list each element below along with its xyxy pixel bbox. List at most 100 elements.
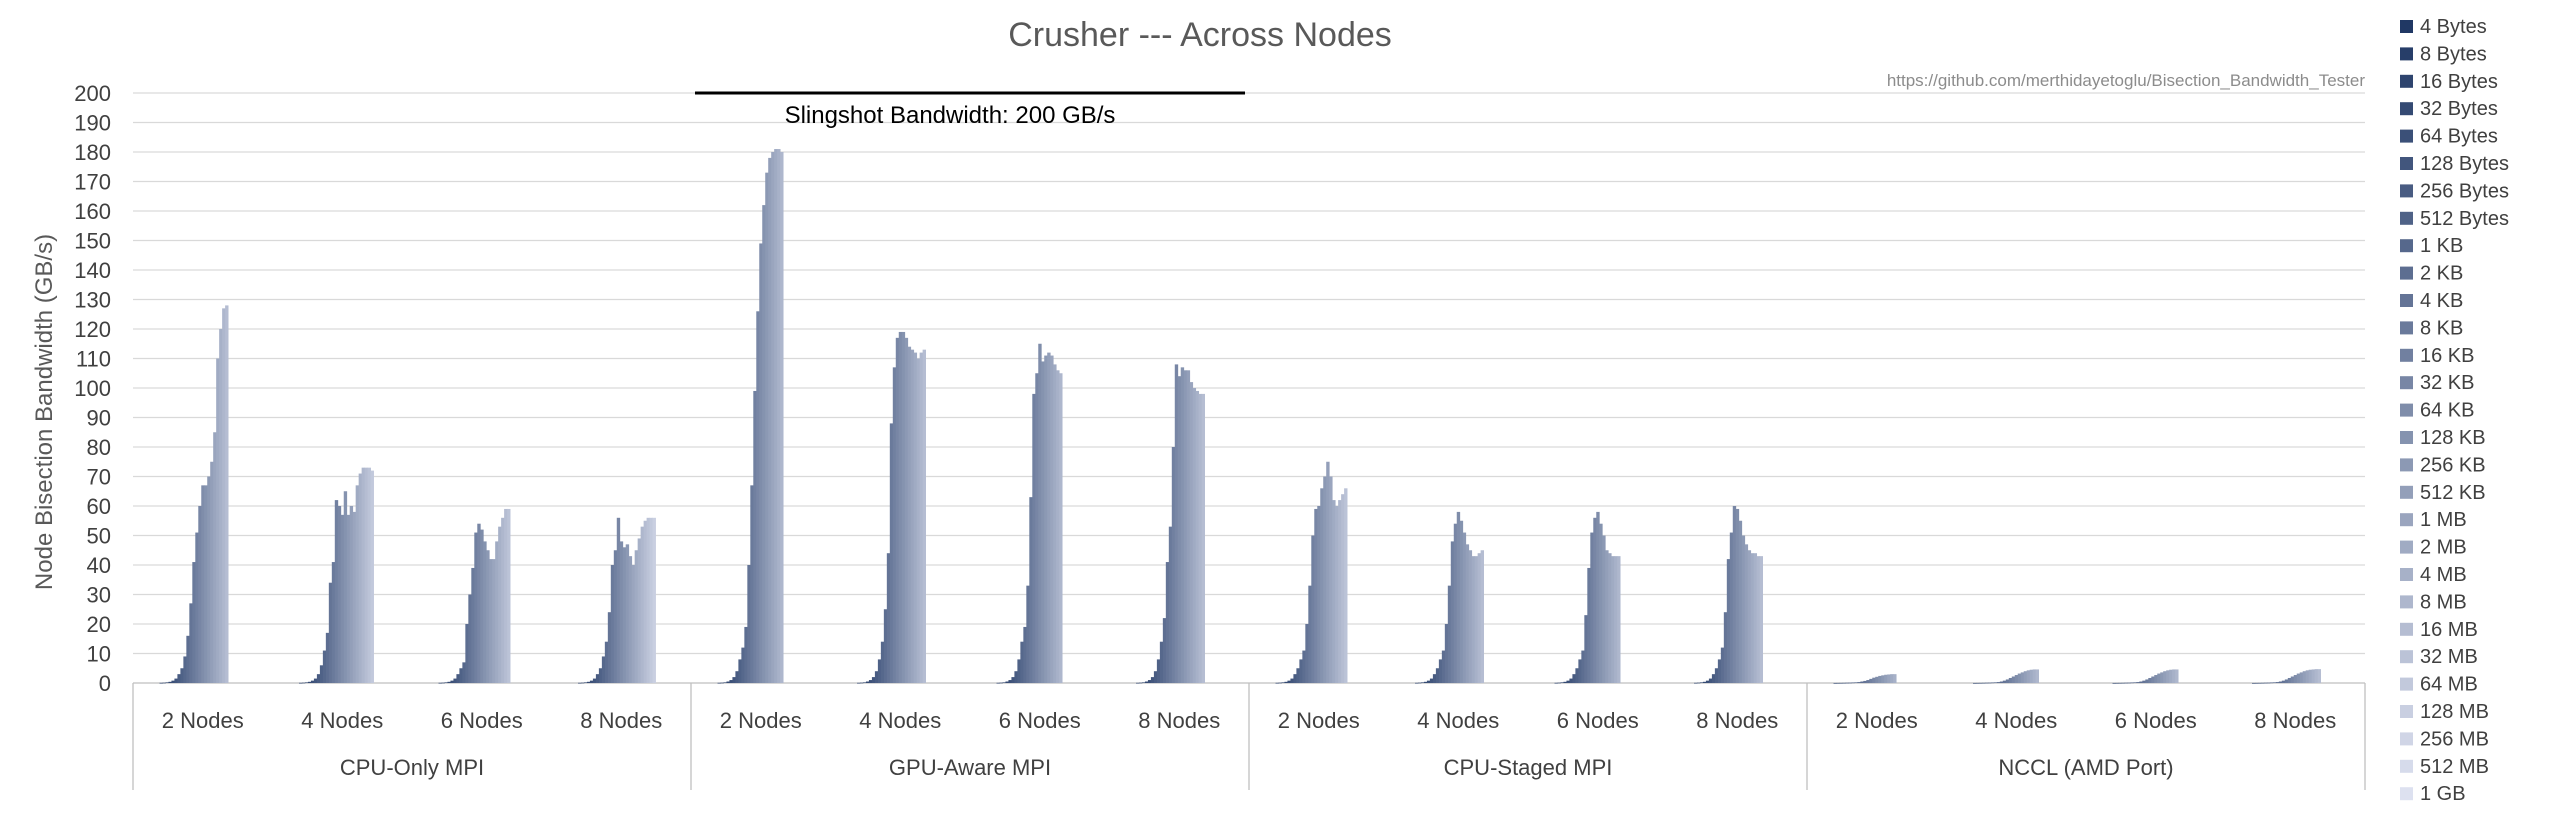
y-tick-label: 130 [74,288,111,313]
bar [2118,682,2122,684]
bar [328,582,333,683]
legend-swatch [2400,513,2413,527]
bar [1554,682,1558,684]
legend-label: 512 KB [2420,482,2486,504]
bar [916,358,921,683]
legend-swatch [2400,458,2413,472]
bar [370,470,374,683]
bar [1471,556,1476,683]
bar [592,678,597,683]
bar [601,656,606,683]
bar [1696,682,1701,684]
bar [219,329,223,683]
bar [1159,641,1164,683]
bar [1323,476,1327,683]
y-tick-label: 40 [87,553,111,578]
bar [1192,388,1197,683]
bar [1990,682,1995,684]
bar [1189,382,1194,683]
bar [1441,650,1446,683]
bar [504,508,508,683]
legend-swatch [2400,157,2413,170]
bar [723,682,727,684]
bar [349,506,354,683]
bar [726,681,730,683]
bar [495,541,499,683]
bar [2281,680,2286,683]
bar [1593,517,1597,683]
bar [1726,559,1731,683]
bar [1171,447,1176,683]
bar [732,677,736,683]
bar [1044,355,1048,683]
bar [2166,670,2170,683]
bar [1699,682,1704,684]
bar [2299,672,2304,683]
bar [310,680,315,683]
bar [1569,678,1573,683]
bar [1978,682,1983,684]
bar [1566,680,1570,683]
x-tick-label: 8 Nodes [1138,708,1220,733]
bar [892,367,897,683]
bar [1560,682,1564,684]
bar [2139,681,2143,683]
bar [465,624,469,683]
bar [777,149,781,684]
legend-label: 4 MB [2420,564,2467,586]
bar [643,520,648,683]
legend-label: 256 Bytes [2420,180,2509,202]
bar [1836,682,1840,684]
source-url: https://github.com/merthidayetoglu/Bisec… [1887,71,2365,90]
y-axis-label: Node Bisection Bandwidth (GB/s) [31,234,58,590]
bar [613,550,618,683]
bar [750,485,754,683]
bar [1284,681,1288,683]
bar [1474,556,1479,683]
bar [331,562,336,683]
bar [1860,681,1864,683]
legend-swatch [2400,294,2413,307]
bar [1723,612,1728,683]
bar [1833,682,1837,684]
bar [780,152,784,683]
bar [2308,669,2313,683]
bar [2287,677,2292,683]
y-tick-label: 70 [87,465,111,490]
bar [2124,682,2128,684]
bar [2278,681,2283,683]
bar [589,680,594,683]
y-tick-label: 200 [74,81,111,106]
bar [1744,544,1749,683]
bar [462,662,466,683]
bar [468,594,472,683]
bar [1032,393,1036,683]
bar [889,423,894,683]
bar [438,682,442,684]
bar [1468,550,1473,683]
bar [1299,659,1303,683]
bar [771,152,775,683]
legend-label: 64 MB [2420,674,2478,696]
y-tick-label: 90 [87,406,111,431]
legend-swatch [2400,266,2413,280]
y-tick-label: 150 [74,229,111,254]
bar [1584,615,1588,683]
bar [1014,671,1018,683]
bar [871,677,876,683]
bar-series [159,149,2322,684]
bar [1839,682,1843,684]
bar [1705,680,1710,683]
bar [2136,682,2140,683]
bar [1747,550,1752,683]
bar [2284,679,2289,683]
bar [1201,393,1206,683]
bar [907,346,912,683]
x-tick-label: 4 Nodes [859,708,941,733]
bar [1287,680,1291,683]
y-tick-label: 160 [74,199,111,224]
bar [1050,355,1054,683]
legend-swatch [2400,129,2413,143]
bar [759,243,763,683]
bar [2160,672,2164,683]
